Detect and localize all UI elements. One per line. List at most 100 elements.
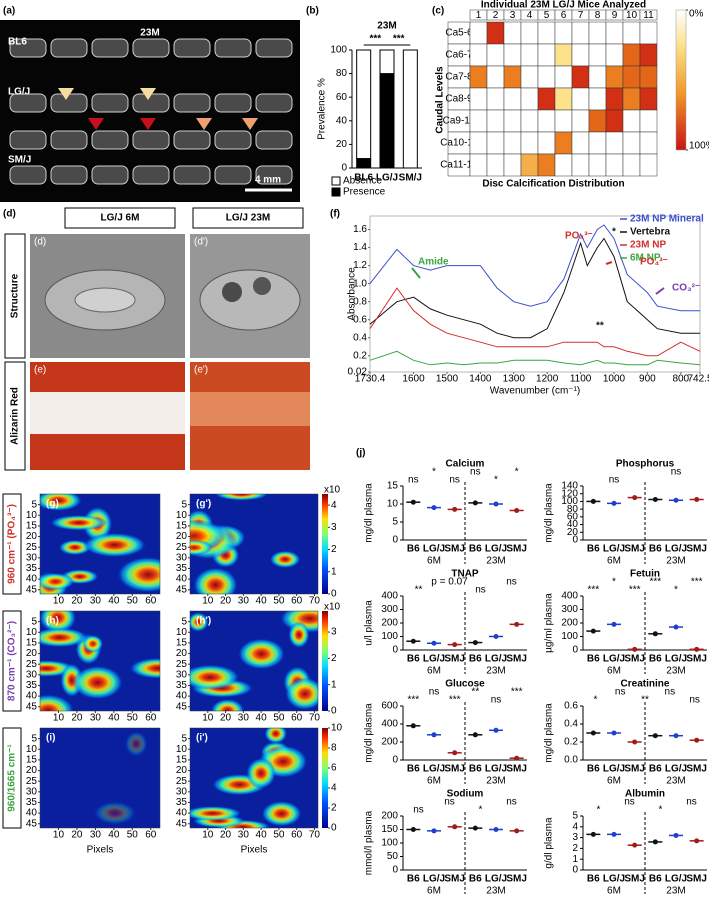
map-blob	[190, 539, 213, 556]
group-label: 6M	[427, 886, 441, 897]
x-tick-label: 60	[145, 713, 157, 724]
y-tick-label: 25	[176, 776, 188, 787]
x-tick-label: SMJ	[506, 544, 527, 555]
mean-dot	[514, 507, 520, 513]
x-tick-label: SMJ	[686, 654, 707, 665]
mean-dot	[673, 832, 679, 838]
map-blob	[117, 556, 160, 593]
annotation-arrow	[655, 287, 665, 295]
colorbar-label: 2	[331, 803, 337, 814]
y-tick-label: 40	[567, 519, 579, 530]
x-tick-label: LG/J	[603, 764, 625, 775]
mean-dot	[611, 500, 617, 506]
vertebra	[173, 130, 211, 150]
x-tick-label: SMJ	[624, 654, 645, 665]
heat-cell	[571, 109, 590, 133]
y-tick-label: 20	[176, 648, 188, 659]
mean-dot	[590, 628, 596, 634]
vertebra	[132, 38, 170, 58]
x-tick-label: B6	[587, 764, 600, 775]
heat-cell	[554, 109, 573, 133]
plot-frame	[369, 215, 701, 373]
y-tick-label: 1.0	[353, 278, 367, 289]
map-frame	[189, 727, 319, 829]
x-tick-label: LG/J	[665, 874, 687, 885]
legend-label: 23M NP Mineral	[630, 214, 704, 225]
colorbar-label: 100%	[689, 141, 709, 152]
map-label: (i)	[46, 733, 55, 744]
significance: ***	[449, 695, 461, 706]
significance: ***	[649, 577, 661, 588]
map-blobs	[94, 731, 148, 825]
sublabel: (d)	[34, 237, 46, 248]
x-tick-label: 60	[291, 830, 303, 841]
y-tick-label: 50	[387, 851, 399, 862]
y-tick-label: 200	[381, 737, 398, 748]
heat-cell	[605, 131, 624, 155]
strain-label: BL6	[8, 37, 27, 48]
map-blobs	[40, 494, 160, 594]
x-tick-label: 20	[220, 830, 232, 841]
x-tick-label: 1300	[503, 374, 526, 385]
x-tick-label: LG/J	[423, 874, 445, 885]
heat-cell	[605, 109, 624, 133]
significance: ***	[587, 585, 599, 596]
y-axis-label: Prevalence %	[317, 78, 328, 140]
y-tick-label: 10	[176, 510, 188, 521]
row-label-box	[2, 493, 22, 595]
legend-swatch	[331, 187, 341, 197]
y-axis-label: Caudal Levels	[435, 66, 446, 134]
vertebra	[91, 38, 129, 58]
x-tick-label: B6	[587, 544, 600, 555]
map-frame	[39, 727, 161, 829]
y-tick-label: 40	[26, 808, 38, 819]
column-label: 7	[578, 10, 584, 21]
strain-label: SM/J	[8, 155, 31, 166]
mean-dot	[514, 828, 520, 834]
y-tick-label: 0.0	[564, 755, 578, 766]
y-tick-label: 300	[561, 604, 578, 615]
mean-dot	[611, 831, 617, 837]
y-tick-label: 400	[561, 591, 578, 602]
significance: *	[593, 695, 597, 706]
y-tick-label: 40	[176, 574, 188, 585]
x-tick-label: LG/J	[423, 764, 445, 775]
heat-cell	[554, 43, 573, 67]
x-tick-label: LG/J	[485, 654, 507, 665]
mean-dot	[493, 501, 499, 507]
x-tick-label: SMJ	[444, 654, 465, 665]
chart-title: Glucose	[445, 679, 485, 690]
arrowhead	[196, 118, 212, 130]
group-label: 6M	[607, 666, 621, 677]
map-blob	[238, 638, 285, 670]
vertebra	[214, 165, 252, 185]
y-tick-label: 10	[387, 499, 399, 510]
map-blob	[40, 494, 82, 511]
y-tick-label: 25	[176, 542, 188, 553]
y-tick-label: 15	[26, 755, 38, 766]
vertebra	[214, 130, 252, 150]
mean-dot	[452, 750, 458, 756]
heat-cell	[622, 21, 641, 45]
row-label-box	[2, 610, 22, 712]
map-blob	[83, 532, 147, 558]
x-tick-label: 20	[71, 830, 83, 841]
heat-cell	[622, 131, 641, 155]
map-blob	[94, 801, 136, 825]
x-tick-label: SMJ	[624, 874, 645, 885]
map-blob	[264, 728, 288, 744]
heat-cell	[622, 65, 641, 89]
x-tick-label: B6	[469, 764, 482, 775]
heat-cell	[537, 21, 556, 45]
map-frame	[39, 610, 161, 712]
map-blob	[129, 657, 160, 679]
x-tick-label: 40	[108, 830, 120, 841]
x-tick-label: LG/J	[665, 654, 687, 665]
column-label: 10	[626, 10, 638, 21]
colorbar-label: 0	[331, 706, 337, 717]
y-tick-label: 25	[176, 659, 188, 670]
map-label: (h')	[196, 616, 211, 627]
y-tick-label: 5	[31, 733, 37, 744]
heat-cell	[588, 109, 607, 133]
vertebra	[91, 130, 129, 150]
